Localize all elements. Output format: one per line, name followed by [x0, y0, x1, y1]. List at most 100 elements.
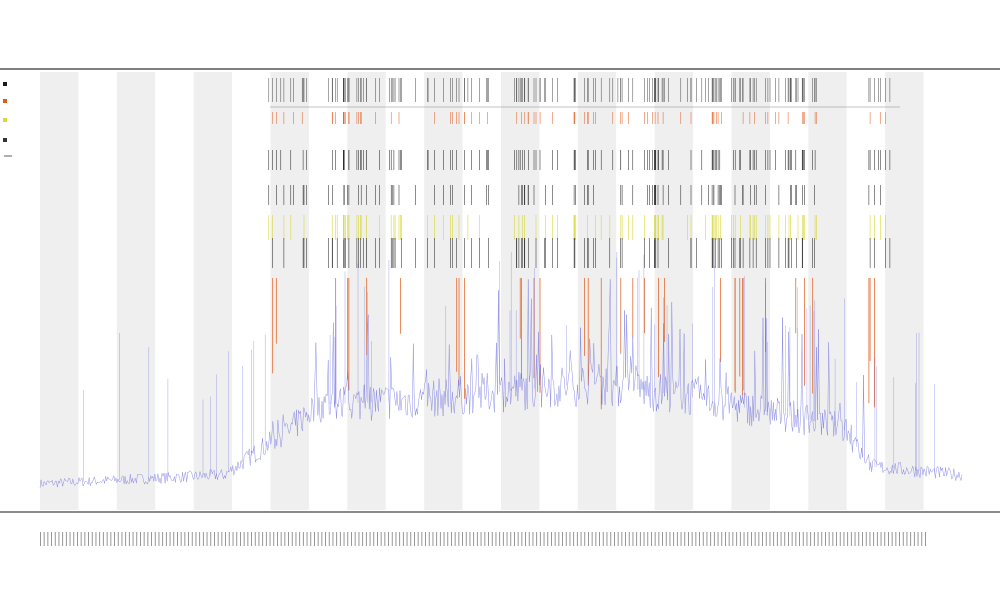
x-tick-label — [528, 532, 530, 546]
legend-swatch-4 — [3, 138, 7, 142]
x-tick-label — [95, 532, 97, 546]
x-tick-label — [265, 532, 267, 546]
x-tick-label — [462, 532, 463, 546]
x-tick-label — [380, 532, 382, 546]
x-tick-label — [499, 532, 501, 546]
x-tick-label — [243, 532, 245, 546]
x-tick-label — [428, 532, 430, 546]
x-tick-label — [106, 532, 108, 546]
x-tick-label — [606, 532, 608, 546]
x-tick-label — [699, 532, 700, 546]
x-tick-label — [236, 532, 238, 546]
x-tick-label — [280, 532, 282, 546]
x-tick-label — [662, 532, 663, 546]
x-tick-label — [369, 532, 371, 546]
x-tick-label — [473, 532, 475, 546]
x-tick-label — [284, 532, 286, 546]
x-tick-label — [214, 532, 215, 546]
x-tick-label — [84, 532, 86, 546]
x-tick-label — [328, 532, 330, 546]
x-tick-label — [802, 532, 804, 546]
x-tick-label — [110, 532, 112, 546]
x-tick-label — [54, 532, 56, 546]
x-tick-label — [254, 532, 256, 546]
x-tick-label — [421, 532, 423, 546]
x-tick-label — [617, 532, 619, 546]
x-tick-label — [621, 532, 623, 546]
x-tick-label — [399, 532, 401, 546]
x-tick-label — [728, 532, 730, 546]
x-tick-label — [140, 532, 141, 546]
x-tick-label — [565, 532, 567, 546]
background-band — [654, 72, 694, 510]
x-tick-label — [202, 532, 204, 546]
x-tick-label — [262, 532, 264, 546]
x-tick-label — [688, 532, 689, 546]
x-tick-label — [532, 532, 534, 546]
x-tick-label — [558, 532, 560, 546]
x-tick-label — [414, 532, 415, 546]
x-tick-label — [910, 532, 912, 546]
x-tick-label — [628, 532, 630, 546]
x-tick-label — [806, 532, 808, 546]
x-tick-label — [651, 532, 652, 546]
x-tick-label — [406, 532, 408, 546]
x-tick-label — [536, 532, 538, 546]
x-tick-label — [880, 532, 882, 546]
x-tick-label — [580, 532, 582, 546]
x-tick-label — [736, 532, 738, 546]
x-tick-label — [388, 532, 389, 546]
x-tick-label — [354, 532, 356, 546]
x-tick-label — [654, 532, 656, 546]
x-tick-label — [873, 532, 875, 546]
x-tick-label — [143, 532, 145, 546]
x-tick-label — [117, 532, 119, 546]
x-tick-label — [228, 532, 230, 546]
x-tick-label — [525, 532, 526, 546]
x-tick-label — [684, 532, 686, 546]
x-tick-label — [288, 532, 289, 546]
x-tick-label — [902, 532, 904, 546]
x-tick-label — [91, 532, 93, 546]
x-tick-label — [147, 532, 149, 546]
x-tick-label — [88, 532, 89, 546]
x-tick-label — [813, 532, 815, 546]
x-tick-label — [847, 532, 849, 546]
x-tick-label — [591, 532, 593, 546]
x-tick-label — [258, 532, 260, 546]
x-tick-label — [765, 532, 767, 546]
x-tick-label — [217, 532, 219, 546]
x-tick-label — [240, 532, 241, 546]
x-tick-label — [377, 532, 378, 546]
x-tick-label — [691, 532, 693, 546]
background-band — [808, 72, 847, 510]
x-tick-label — [510, 532, 512, 546]
x-tick-label — [332, 532, 334, 546]
x-tick-label — [491, 532, 493, 546]
x-tick-label — [277, 532, 278, 546]
x-tick-label — [51, 532, 52, 546]
x-tick-label — [843, 532, 845, 546]
x-tick-label — [506, 532, 508, 546]
x-tick-label — [502, 532, 504, 546]
x-tick-label — [702, 532, 704, 546]
x-tick-label — [154, 532, 156, 546]
x-tick-label — [643, 532, 645, 546]
x-tick-label — [758, 532, 760, 546]
x-tick-label — [451, 532, 452, 546]
x-tick-label — [291, 532, 293, 546]
x-tick-label — [480, 532, 482, 546]
x-tick-label — [788, 532, 789, 546]
x-tick-label — [839, 532, 841, 546]
marker-tracks — [268, 78, 891, 410]
x-tick-label — [40, 532, 41, 546]
x-tick-label — [517, 532, 519, 546]
background-band — [885, 72, 924, 510]
x-tick-label — [447, 532, 449, 546]
x-tick-label — [832, 532, 834, 546]
x-tick-label — [199, 532, 201, 546]
x-tick-label — [362, 532, 364, 546]
x-tick-label — [713, 532, 715, 546]
x-tick-label — [173, 532, 175, 546]
x-tick-label — [132, 532, 134, 546]
